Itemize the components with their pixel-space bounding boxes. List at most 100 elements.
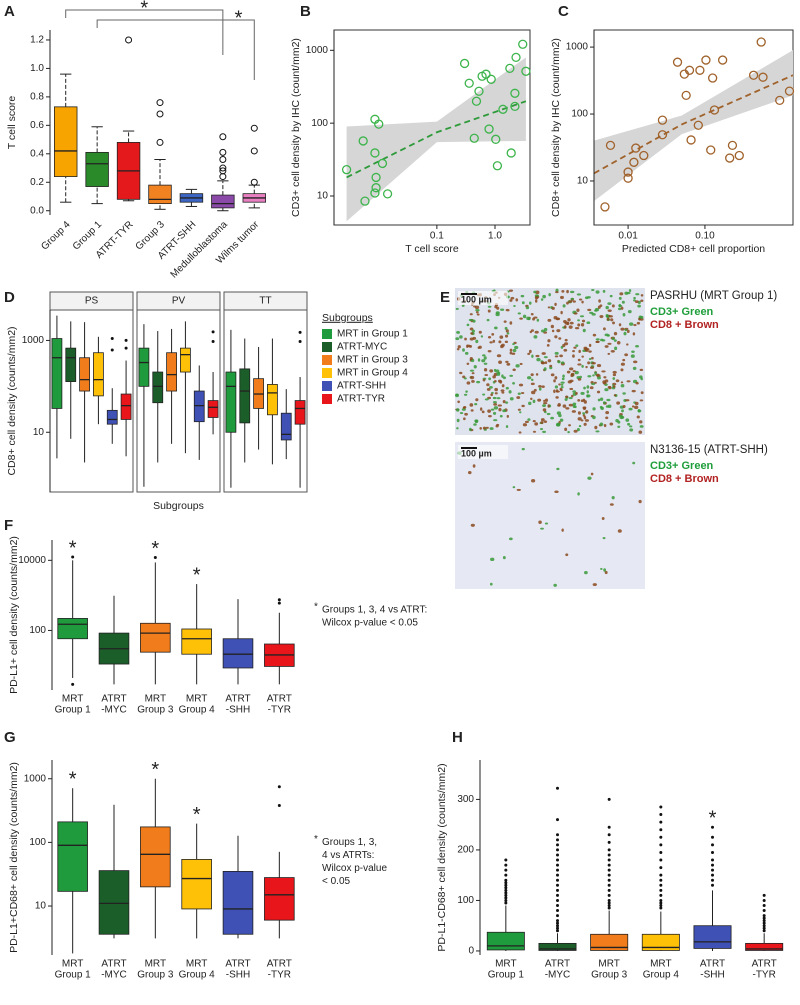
cell (599, 422, 604, 426)
cell (568, 424, 571, 427)
legend-swatch (322, 394, 332, 404)
panel-label: G (4, 729, 16, 746)
image-title: N3136-15 (ATRT-SHH) (650, 444, 768, 456)
outlier (556, 878, 559, 882)
cell (600, 567, 603, 571)
cell (518, 383, 524, 387)
cell (619, 292, 624, 296)
cell (595, 430, 600, 433)
facet-label: TT (259, 296, 271, 307)
cell (469, 375, 475, 380)
cell (531, 354, 534, 358)
cell (512, 343, 515, 346)
cell (603, 327, 606, 331)
cell (490, 408, 495, 411)
cell (559, 387, 563, 391)
cell (627, 310, 632, 314)
cell (505, 386, 509, 390)
y-tick-label: 1000 (22, 335, 45, 346)
outlier (504, 868, 508, 872)
cell (543, 401, 548, 405)
cell (488, 414, 492, 418)
cell (496, 372, 501, 376)
cell (594, 309, 598, 312)
cell (464, 412, 468, 416)
cell (620, 362, 625, 366)
box (138, 347, 150, 387)
cell (494, 387, 498, 392)
cell (541, 352, 546, 355)
cell (578, 298, 583, 301)
x-tick-label: Group 4 (179, 705, 216, 716)
cell (482, 354, 486, 357)
outlier (211, 339, 215, 343)
cell (496, 306, 500, 310)
box (181, 628, 212, 655)
x-tick-label: -MYC (101, 705, 127, 716)
outlier (711, 868, 714, 872)
cell (494, 379, 497, 383)
cell (469, 327, 474, 331)
y-tick-label: 1.0 (30, 63, 44, 74)
cell (534, 330, 539, 334)
x-tick-label: 0.01 (618, 231, 638, 242)
cell (462, 348, 465, 352)
cell (580, 322, 585, 327)
cell (626, 343, 629, 346)
cell (592, 374, 595, 377)
cell (566, 289, 569, 294)
outlier (711, 858, 714, 862)
x-tick-label: ATRT (101, 959, 126, 970)
box (264, 877, 295, 921)
cell (542, 430, 547, 434)
cell (521, 301, 525, 305)
cell (502, 400, 506, 404)
outlier (298, 339, 302, 343)
cell (581, 319, 586, 323)
cell (505, 329, 509, 333)
point (756, 37, 766, 47)
outlier (250, 124, 258, 132)
cell (617, 307, 622, 311)
point (707, 73, 718, 83)
cell (593, 381, 597, 384)
cell (457, 400, 460, 404)
outlier (219, 164, 227, 172)
cell (472, 319, 476, 323)
point (727, 140, 738, 151)
cell (540, 329, 546, 333)
x-tick-label: ATRT (545, 959, 570, 970)
outlier (659, 866, 663, 870)
cell (482, 378, 486, 382)
note-text: 4 vs ATRTs: (322, 850, 374, 861)
y-tick-label: 0.8 (30, 92, 44, 103)
legend-label: ATRT-SHH (337, 381, 386, 392)
box (54, 106, 78, 177)
point (511, 52, 521, 63)
cell (595, 340, 600, 344)
outlier (125, 36, 133, 44)
point (377, 158, 388, 169)
cell (597, 398, 601, 402)
cell (610, 318, 614, 322)
point (600, 202, 610, 212)
cell (509, 348, 513, 352)
cell (563, 320, 567, 323)
cell (486, 383, 490, 387)
cell (560, 381, 565, 384)
outlier (711, 883, 714, 887)
cell (498, 360, 503, 364)
outlier (607, 858, 611, 862)
box (98, 870, 130, 935)
cell (489, 582, 493, 586)
cell (576, 293, 582, 296)
cell (527, 352, 531, 355)
cell (540, 527, 544, 530)
cell (561, 361, 565, 364)
significance-star: * (140, 0, 148, 19)
cell (487, 349, 492, 353)
cell (481, 359, 486, 363)
panel-label: H (452, 729, 463, 746)
outlier (153, 556, 157, 560)
cell (630, 354, 635, 358)
